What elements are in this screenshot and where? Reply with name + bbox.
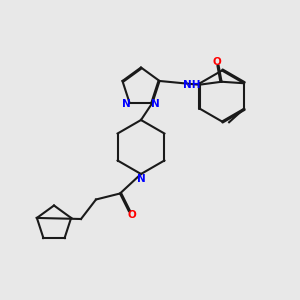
Text: O: O xyxy=(213,57,221,67)
Text: NH: NH xyxy=(183,80,200,90)
Text: N: N xyxy=(151,99,160,109)
Text: O: O xyxy=(128,210,136,220)
Text: N: N xyxy=(122,99,131,109)
Text: N: N xyxy=(136,173,146,184)
